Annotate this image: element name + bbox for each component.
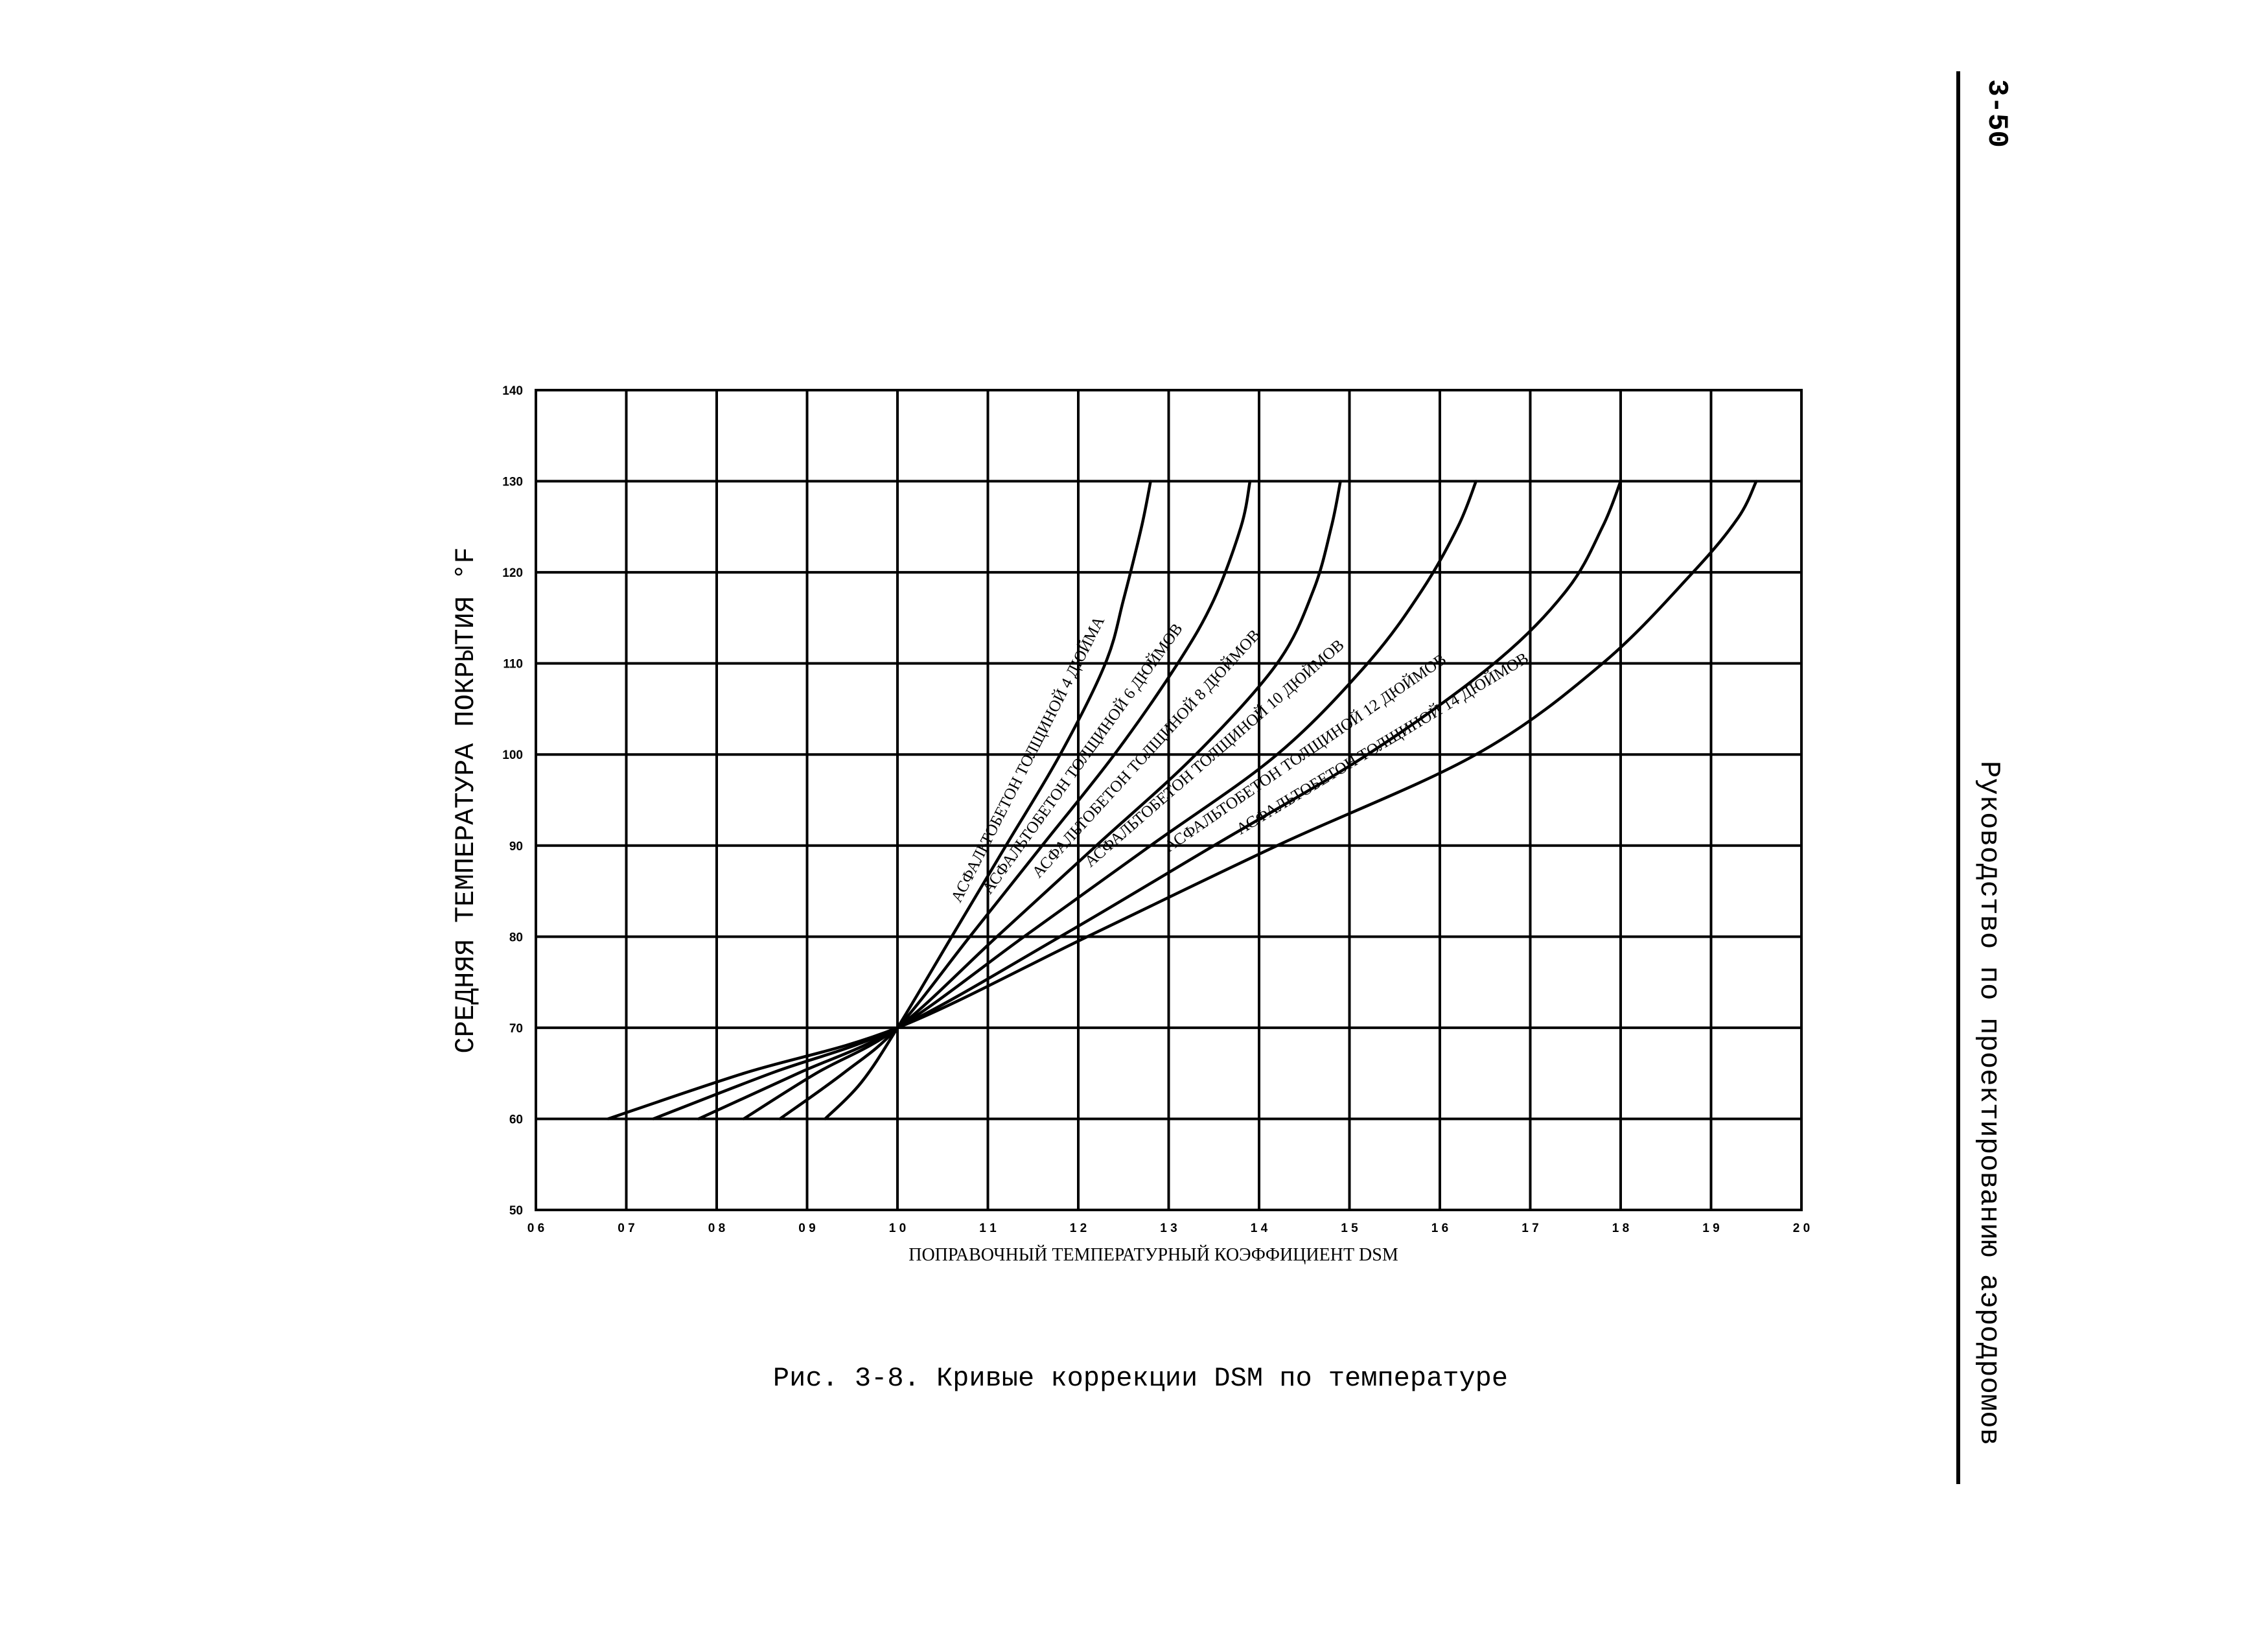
x-tick-label: 1 0 — [889, 1222, 906, 1235]
x-tick-label: 0 6 — [527, 1222, 544, 1235]
series-line-3 — [742, 480, 1342, 1121]
y-axis-title: СРЕДНЯЯ ТЕМПЕРАТУРА ПОКРЫТИЯ °F — [450, 547, 481, 1053]
x-tick-label: 1 2 — [1070, 1222, 1087, 1235]
x-tick-label: 0 7 — [618, 1222, 634, 1235]
plot-frame — [535, 389, 1803, 1211]
series-line-6 — [607, 480, 1758, 1121]
x-tick-label: 1 7 — [1522, 1222, 1538, 1235]
x-tick-label: 2 0 — [1793, 1222, 1810, 1235]
x-tick-label: 0 9 — [798, 1222, 815, 1235]
series-line-1 — [824, 480, 1152, 1121]
y-tick-label: 80 — [509, 931, 523, 944]
x-tick-label: 0 8 — [708, 1222, 725, 1235]
y-tick-labels: 50 60 70 80 90 100 110 120 130 140 — [502, 384, 523, 1218]
x-tick-label: 1 5 — [1341, 1222, 1358, 1235]
x-tick-label: 1 1 — [979, 1222, 997, 1235]
x-tick-label: 1 6 — [1431, 1222, 1448, 1235]
running-header: Руководство по проектированию аэродромов — [1973, 761, 2005, 1445]
y-tick-label: 130 — [502, 476, 523, 489]
y-tick-label: 70 — [509, 1022, 523, 1036]
curve-labels: АСФАЛЬТОБЕТОН ТОЛЩИНОЙ 4 ДЮЙМААСФАЛЬТОБЕ… — [947, 613, 1531, 905]
series-line-2 — [778, 480, 1252, 1121]
y-tick-label: 90 — [509, 840, 523, 854]
y-tick-label: 50 — [509, 1204, 523, 1218]
series-line-4 — [697, 480, 1478, 1121]
page-number: 3-50 — [1980, 79, 2013, 148]
x-tick-label: 1 9 — [1702, 1222, 1719, 1235]
y-tick-label: 110 — [503, 658, 523, 671]
series-label-6: АСФАЛЬТОБЕТОН ТОЛЩИНОЙ 14 ДЮЙМОВ — [1233, 649, 1532, 838]
x-tick-label: 1 8 — [1612, 1222, 1629, 1235]
x-tick-label: 1 3 — [1160, 1222, 1177, 1235]
x-tick-labels: 0 6 0 7 0 8 0 9 1 0 1 1 1 2 1 3 1 4 1 5 1 6 1 7 1 8 1… — [527, 1222, 1810, 1235]
figure-caption: Рис. 3-8. Кривые коррекции DSM по темпер… — [773, 1363, 1508, 1394]
chart-curves — [607, 480, 1758, 1121]
x-tick-label: 1 4 — [1251, 1222, 1268, 1235]
y-tick-label: 140 — [502, 384, 523, 398]
y-tick-label: 120 — [502, 566, 523, 580]
y-tick-label: 60 — [509, 1113, 523, 1126]
y-tick-label: 100 — [502, 749, 523, 762]
series-line-5 — [652, 480, 1623, 1121]
x-axis-title: ПОПРАВОЧНЫЙ ТЕМПЕРАТУРНЫЙ КОЭФФИЦИЕНТ DS… — [908, 1245, 1398, 1265]
